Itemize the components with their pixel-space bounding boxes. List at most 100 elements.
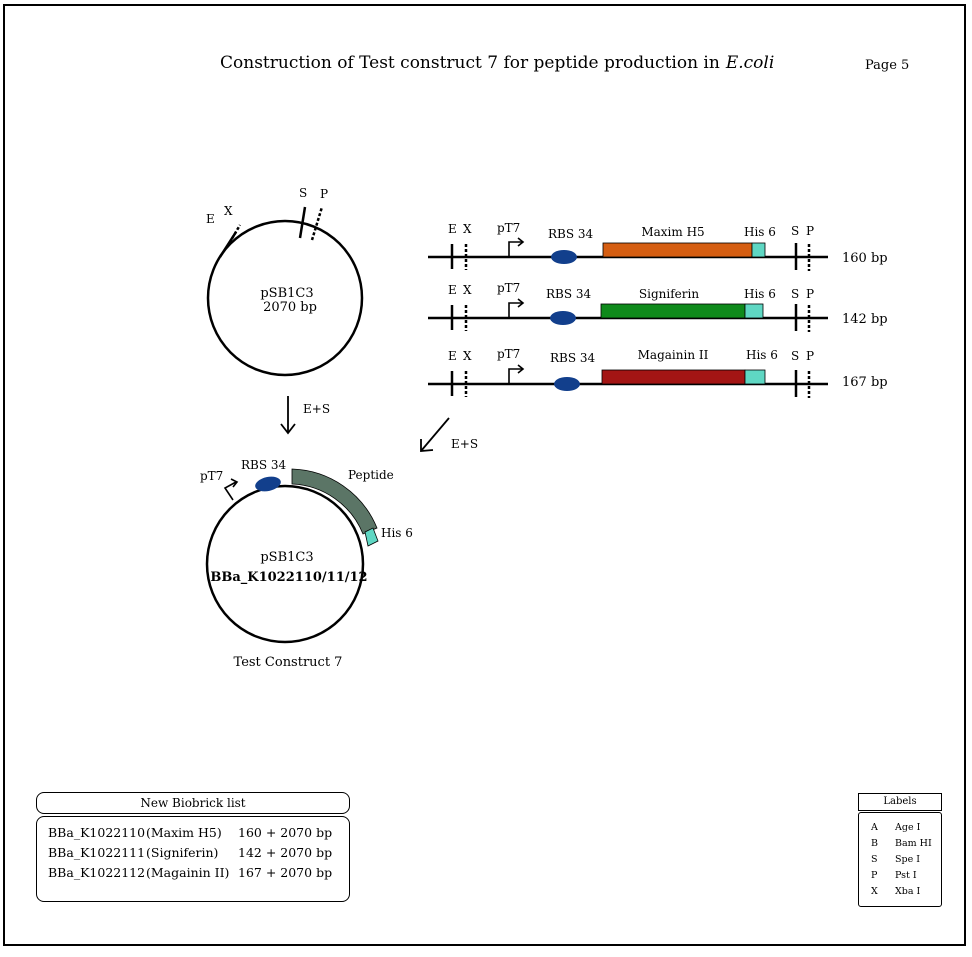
insert-site-e-label: E: [448, 283, 457, 297]
biobrick-id: BBa_K1022110: [48, 825, 146, 840]
legend-row: S Spe I: [871, 852, 941, 868]
legend-enzyme: Spe I: [895, 854, 920, 865]
digest-label-insert: E+S: [451, 437, 478, 451]
legend-key: B: [871, 838, 878, 849]
biobrick-size: 142 + 2070 bp: [238, 845, 333, 860]
insert-row: E X S P pT7 RBS 34 Magainin II His 6 167…: [428, 347, 888, 398]
insert-site-s-label: S: [791, 224, 799, 238]
insert-site-x-label: X: [463, 349, 472, 363]
promoter-label: pT7: [497, 221, 520, 235]
rbs-icon: [551, 250, 577, 264]
vector-site-x-mark: [225, 224, 242, 248]
construct-rbs-label: RBS 34: [241, 458, 287, 472]
insert-row: E X S P pT7 RBS 34 Signiferin His 6 142 …: [428, 281, 888, 332]
his-tag-label: His 6: [746, 348, 778, 362]
rbs-icon: [554, 377, 580, 391]
his-tag-label: His 6: [744, 225, 776, 239]
construct-parts: BBa_K1022110/11/12: [210, 570, 367, 585]
legend-enzyme: Bam HI: [895, 838, 932, 849]
vector-name: pSB1C3: [260, 286, 313, 301]
construct-peptide-label: Peptide: [348, 468, 394, 482]
labels-legend-title: Labels: [858, 793, 942, 811]
labels-legend-body: A Age I B Bam HI S Spe I P Pst I X Xba I: [858, 812, 942, 907]
legend-key: A: [871, 822, 878, 833]
legend-key: P: [871, 870, 878, 881]
legend-enzyme: Xba I: [895, 886, 921, 897]
legend-row: B Bam HI: [871, 836, 941, 852]
his-tag-arc: [364, 527, 379, 547]
rbs-icon: [255, 476, 281, 492]
digest-label-vector: E+S: [303, 402, 330, 416]
vector-site-p-label: P: [320, 187, 328, 201]
his-tag-block: [744, 303, 764, 319]
digest-arrow-insert: E+S: [420, 417, 478, 452]
biobrick-row: BBa_K1022112(Magainin II) 167 + 2070 bp: [48, 863, 349, 883]
his-tag-label: His 6: [744, 287, 776, 301]
his-tag-block: [751, 242, 766, 258]
biobrick-name: (Signiferin): [146, 845, 219, 860]
insert-site-p-label: P: [806, 349, 814, 363]
vector-site-s-mark: [298, 206, 307, 239]
legend-key: X: [871, 886, 878, 897]
vector-site-e-label: E: [206, 212, 215, 226]
title-organism: E.coli: [725, 53, 775, 73]
legend-enzyme: Pst I: [895, 870, 917, 881]
promoter-label: pT7: [497, 281, 520, 295]
legend-row: P Pst I: [871, 868, 941, 884]
vector-backbone-circle: [206, 219, 364, 377]
biobrick-size: 160 + 2070 bp: [238, 825, 333, 840]
biobrick-id: BBa_K1022112: [48, 865, 146, 880]
biobrick-name: (Maxim H5): [146, 825, 222, 840]
rbs-icon: [550, 311, 576, 325]
rbs-label: RBS 34: [546, 287, 592, 301]
insert-site-x-label: X: [463, 283, 472, 297]
biobrick-list-body: BBa_K1022110(Maxim H5) 160 + 2070 bp BBa_…: [36, 816, 350, 902]
insert-size-label: 142 bp: [842, 312, 888, 327]
rbs-label: RBS 34: [550, 351, 596, 365]
biobrick-row: BBa_K1022110(Maxim H5) 160 + 2070 bp: [48, 823, 349, 843]
insert-row: E X S P pT7 RBS 34 Maxim H5 His 6 160 bp: [428, 221, 888, 271]
peptide-label: Magainin II: [638, 348, 709, 362]
peptide-label: Signiferin: [639, 287, 699, 301]
construct-vector-name: pSB1C3: [260, 550, 313, 565]
page-title: Construction of Test construct 7 for pep…: [220, 53, 774, 73]
biobrick-size: 167 + 2070 bp: [238, 865, 333, 880]
vector-site-s-label: S: [299, 186, 307, 200]
insert-site-e-label: E: [448, 349, 457, 363]
peptide-gene-block: [601, 369, 746, 385]
peptide-label: Maxim H5: [641, 225, 704, 239]
construct-caption: Test Construct 7: [234, 655, 343, 670]
biobrick-name: (Magainin II): [146, 865, 230, 880]
construct-promoter-label: pT7: [200, 469, 223, 483]
legend-row: A Age I: [871, 820, 941, 836]
biobrick-list: New Biobrick list BBa_K1022110(Maxim H5)…: [36, 792, 350, 902]
insert-size-label: 160 bp: [842, 251, 888, 266]
promoter-arrow-icon: [508, 302, 522, 318]
promoter-arrow-icon: [508, 241, 522, 257]
promoter-arrow-icon: [508, 368, 522, 384]
digest-arrow-vector: E+S: [280, 396, 330, 435]
insert-site-e-label: E: [448, 222, 457, 236]
page-number: Page 5: [865, 58, 910, 73]
construct-plasmid: pT7 RBS 34 Peptide His 6 pSB1C3 BBa_K102…: [200, 458, 413, 670]
vector-site-p-mark: [310, 206, 324, 241]
his-tag-block: [744, 369, 766, 385]
peptide-gene-block: [602, 242, 753, 258]
vector-size: 2070 bp: [263, 300, 317, 315]
insert-site-s-label: S: [791, 287, 799, 301]
title-text: Construction of Test construct 7 for pep…: [220, 53, 720, 73]
insert-site-s-label: S: [791, 349, 799, 363]
biobrick-list-title: New Biobrick list: [36, 792, 350, 814]
biobrick-id: BBa_K1022111: [48, 845, 146, 860]
vector-site-x-label: X: [224, 204, 233, 218]
insert-site-p-label: P: [806, 287, 814, 301]
construct-backbone-circle: [205, 484, 365, 644]
peptide-gene-block: [600, 303, 746, 319]
legend-row: X Xba I: [871, 884, 941, 900]
legend-enzyme: Age I: [895, 822, 921, 833]
promoter-label: pT7: [497, 347, 520, 361]
page-frame: [3, 4, 966, 946]
promoter-arrow-icon: [223, 481, 237, 501]
vector-plasmid: E X S P pSB1C3 2070 bp: [206, 186, 364, 377]
biobrick-row: BBa_K1022111(Signiferin) 142 + 2070 bp: [48, 843, 349, 863]
